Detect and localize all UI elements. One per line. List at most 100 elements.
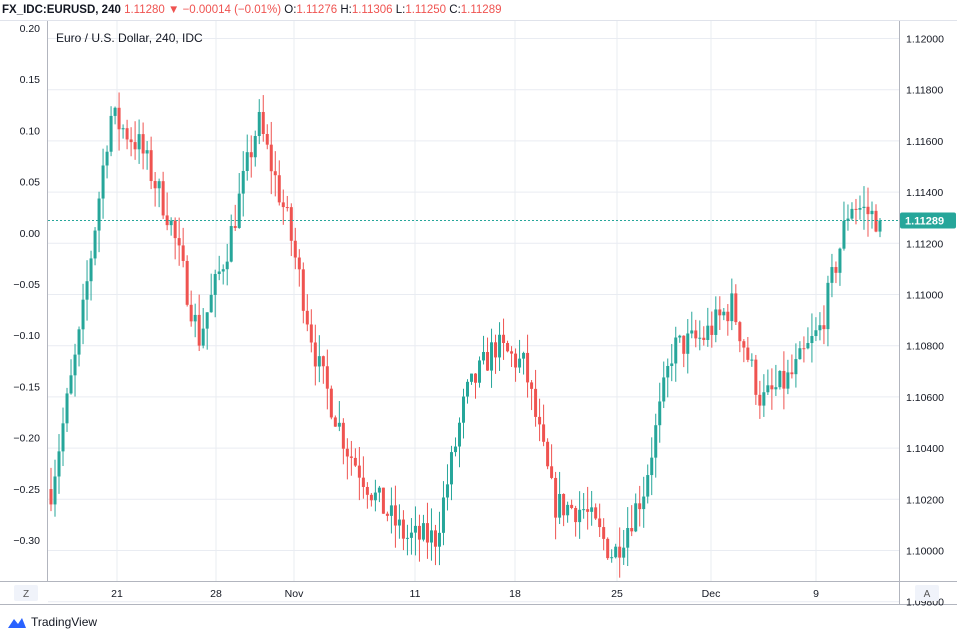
candle-body — [161, 181, 165, 216]
candle-body — [193, 314, 197, 322]
left-tick-label: 0.00 — [20, 228, 41, 240]
candle-body — [762, 392, 766, 406]
candle-body — [750, 359, 754, 361]
right-tick-label: 1.12000 — [906, 34, 944, 46]
candle-body — [353, 457, 357, 466]
candle-body — [518, 358, 522, 368]
candle-body — [478, 360, 482, 383]
candle-body — [441, 497, 445, 533]
candle-body — [678, 335, 682, 338]
candle-body — [169, 220, 173, 226]
zoom-reset-button[interactable]: Z — [14, 585, 38, 601]
candle-body — [349, 456, 353, 458]
high-label: H: — [340, 4, 352, 16]
candle-body — [530, 382, 534, 389]
candle-body — [522, 352, 526, 359]
candle-body — [405, 537, 409, 539]
candle-body — [237, 193, 241, 228]
candle-body — [393, 505, 397, 526]
candle-body — [850, 208, 854, 219]
right-axis-labels: 1.12000 1.11800 1.11600 1.11400 1.11200 1.110… — [906, 34, 944, 609]
auto-scale-button[interactable]: A — [915, 585, 939, 601]
candle-body — [445, 484, 449, 498]
candle-body — [714, 309, 718, 335]
candle-body — [498, 334, 502, 358]
candle-body — [550, 466, 554, 478]
right-tick-label: 1.11000 — [906, 290, 943, 302]
candle-body — [670, 363, 674, 366]
candle-body — [73, 354, 77, 376]
candle-body — [790, 372, 794, 375]
tradingview-brand[interactable]: TradingView — [31, 615, 98, 629]
left-tick-label: 0.15 — [20, 74, 41, 86]
candle-body — [786, 372, 790, 389]
candle-body — [249, 152, 253, 158]
candle-body — [566, 504, 570, 516]
candle-body — [453, 446, 457, 453]
candle-body — [662, 377, 666, 402]
candle-body — [778, 370, 782, 388]
time-tick-label: 21 — [111, 588, 123, 600]
candle-body — [401, 519, 405, 539]
candle-body — [429, 530, 433, 543]
candle-body — [269, 144, 273, 172]
candle-body — [145, 150, 149, 154]
candle-body — [694, 330, 698, 339]
left-tick-label: −0.05 — [13, 279, 40, 291]
candle-body — [658, 401, 662, 426]
open-value: 1.11276 — [296, 4, 338, 16]
candle-body — [846, 218, 850, 221]
candle-body — [814, 330, 818, 337]
candle-body — [690, 330, 694, 334]
left-axis-labels: 0.20 0.15 0.10 0.05 0.00 −0.05 −0.10 −0.15 −0.20… — [13, 23, 40, 547]
candle-body — [578, 509, 582, 523]
last-price: 1.11280 — [124, 4, 165, 16]
candle-body — [734, 293, 738, 323]
candle-body — [261, 111, 265, 135]
candle-body — [201, 328, 205, 346]
candle-body — [802, 348, 806, 350]
candle-body — [594, 507, 598, 519]
auto-scale-label: A — [924, 589, 931, 600]
candle-body — [766, 385, 770, 393]
candle-body — [618, 546, 622, 558]
candle-body — [718, 309, 722, 316]
candle-body — [333, 417, 337, 427]
candle-body — [305, 310, 309, 325]
candle-body — [421, 523, 425, 540]
candle-body — [129, 139, 133, 143]
candle-body — [554, 477, 558, 518]
candle-body — [209, 294, 213, 313]
candle-body — [113, 107, 117, 116]
candle-body — [706, 325, 710, 340]
candle-body — [730, 293, 734, 322]
candle-body — [878, 220, 882, 232]
left-tick-label: 0.10 — [20, 125, 41, 137]
candle-body — [774, 387, 778, 390]
candle-body — [165, 215, 169, 226]
right-tick-label: 1.11600 — [906, 136, 943, 148]
candle-body — [510, 351, 514, 354]
right-tick-label: 1.10800 — [906, 341, 944, 353]
candle-body — [297, 257, 301, 270]
candle-body — [642, 496, 646, 510]
candle-body — [686, 333, 690, 354]
tradingview-logo-icon — [8, 618, 26, 628]
symbol-name[interactable]: FX_IDC:EURUSD, 240 — [2, 4, 121, 16]
candle-body — [357, 465, 361, 478]
candle-body — [77, 329, 81, 355]
candle-body — [682, 335, 686, 354]
candle-body — [870, 210, 874, 215]
right-tick-label: 1.10200 — [906, 494, 944, 506]
candle-body — [97, 198, 101, 231]
last-price-badge: 1.11289 — [900, 212, 956, 229]
time-tick-label: 11 — [410, 588, 421, 600]
left-tick-label: −0.15 — [13, 381, 40, 393]
candle-body — [125, 128, 129, 140]
candle-body — [494, 342, 498, 358]
candle-body — [173, 220, 177, 239]
candle-body — [409, 532, 413, 538]
candle-body — [273, 171, 277, 176]
time-tick-label: Nov — [285, 588, 304, 600]
candle-body — [341, 422, 345, 449]
